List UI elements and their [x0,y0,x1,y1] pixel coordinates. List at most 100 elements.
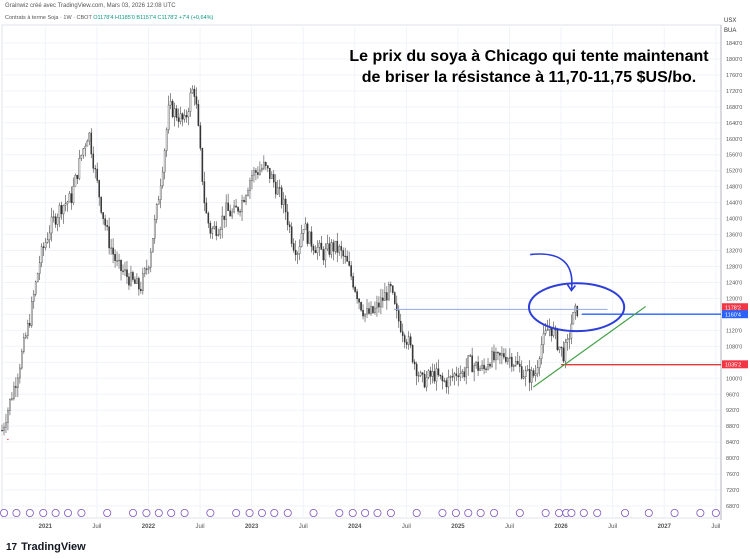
brand-name: TradingView [21,541,86,553]
candle-body [177,117,180,122]
y-tick-label: 1600'0 [726,137,742,143]
candle-body [30,301,33,326]
candle-body [316,247,319,254]
candle-body [445,380,448,388]
candle-body [441,375,444,382]
y-tick-label: 1200'0 [726,296,742,302]
candle-body [322,249,325,261]
candle-body [195,96,198,105]
candle-body [130,272,132,286]
x-tick-label: Juil [92,524,101,530]
x-tick-label: Juil [608,524,617,530]
event-marker-icon [593,508,602,517]
candle-body [572,312,575,325]
candle-body [292,243,295,251]
candle-body [122,270,124,272]
candle-body [518,363,521,367]
candle-body [78,158,81,179]
tradingview-footer: 17 TradingView [6,539,86,555]
event-marker-icon [711,508,720,517]
event-marker-icon [206,508,215,517]
candle-body [102,212,104,219]
price-label-text: 1035'2 [725,363,741,369]
candle-body [350,265,352,277]
event-marker-icon [129,508,138,517]
candle-body [354,287,356,292]
candle-body [455,373,458,376]
price-label-text: 1178'2 [725,305,741,311]
candle-body [491,351,493,367]
candle-body [509,356,511,359]
candle-body [370,306,372,314]
candle-body [165,129,168,151]
highlight-circle [527,282,626,333]
candle-body [477,361,479,371]
candle-body [459,373,462,378]
candle-body [179,113,182,122]
candle-body [92,153,95,169]
candle-body [392,285,394,293]
candle-body [511,356,513,367]
candle-body [451,376,454,378]
y-tick-label: 920'0 [726,408,739,414]
event-marker-icon [270,508,279,517]
candle-body [50,216,53,234]
x-tick-label: 2026 [554,524,568,530]
candle-body [564,342,567,362]
candle-body [473,365,475,373]
candle-body [157,199,160,205]
candle-body [191,88,194,94]
candle-body [181,113,184,120]
price-scale-header: USX BUA [724,16,736,36]
y-tick-label: 1320'0 [726,249,742,255]
y-tick-label: 1400'0 [726,217,742,223]
candle-body [449,376,452,378]
candle-body [439,374,442,377]
candle-body [76,174,79,179]
candle-body [148,266,150,270]
candle-body [427,370,430,378]
candle-body [52,216,55,218]
event-marker-icon [12,508,21,517]
candle-body [11,398,13,400]
candle-body [116,260,118,262]
y-tick-label: 800'0 [726,456,739,462]
candle-body [40,246,43,263]
candle-body [70,193,73,204]
candle-body [263,162,265,169]
candle-body [364,313,366,317]
candle-body [360,302,362,311]
candle-body [221,215,223,230]
candle-body [447,377,450,388]
x-tick-label: Juil [196,524,205,530]
y-tick-label: 1240'0 [726,280,742,286]
candle-body [193,88,196,97]
candle-body [38,262,41,274]
y-tick-label: 1360'0 [726,233,742,239]
candle-body [189,92,192,112]
candle-body [542,333,545,345]
candle-body [522,376,525,379]
candle-body [98,180,101,198]
candle-body [167,104,170,131]
event-marker-icon [541,508,550,517]
candle-body [399,320,402,332]
event-marker-icon [257,508,266,517]
candle-body [249,180,251,191]
y-tick-label: 880'0 [726,424,739,430]
candle-body [169,100,172,106]
candle-body [28,323,31,326]
y-tick-label: 1800'0 [726,57,742,63]
candle-body [136,278,138,284]
candle-body [566,339,569,343]
candle-body [104,218,106,226]
candle-body [205,202,208,214]
event-marker-icon [39,508,48,517]
candle-body [425,377,428,388]
candle-body [556,329,559,350]
candle-body [7,410,9,423]
event-marker-icon [451,508,460,517]
candle-body [304,223,307,230]
symbol-legend: Contrats à terme Soja · 1W · CBOT O1178'… [5,15,213,21]
